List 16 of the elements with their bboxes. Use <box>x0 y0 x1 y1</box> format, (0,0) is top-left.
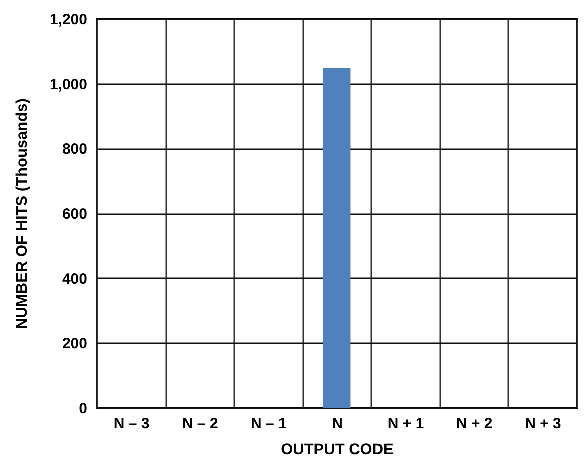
x-axis-title: OUTPUT CODE <box>281 442 394 458</box>
x-tick-label: N + 3 <box>525 416 562 432</box>
x-tick-label: N – 3 <box>114 416 150 432</box>
y-tick-label: 1,000 <box>50 76 88 94</box>
y-tick-label: 0 <box>79 400 88 418</box>
y-tick-label: 1,200 <box>50 12 88 28</box>
x-tick-label: N – 2 <box>182 416 218 432</box>
x-tick-label: N + 1 <box>388 416 424 432</box>
x-tick-label: N <box>332 416 343 432</box>
y-tick-label: 200 <box>62 336 88 353</box>
x-tick-label: N + 2 <box>456 416 493 432</box>
y-tick-label: 600 <box>62 206 88 223</box>
y-tick-label: 800 <box>62 141 88 158</box>
y-tick-label: 400 <box>62 270 88 288</box>
y-axis-title: NUMBER OF HITS (Thousands) <box>14 98 31 330</box>
x-tick-label: N – 1 <box>251 416 287 432</box>
